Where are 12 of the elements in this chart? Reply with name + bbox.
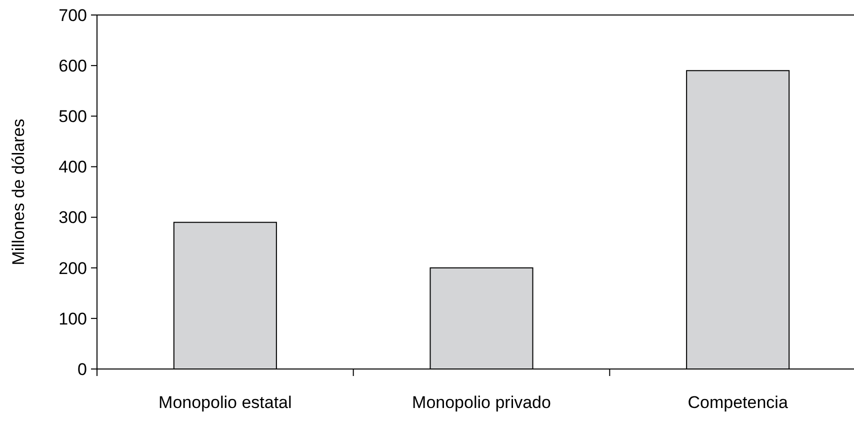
y-axis-title: Millones de dólares bbox=[9, 118, 28, 266]
y-tick-label: 500 bbox=[58, 107, 87, 126]
y-tick-label: 400 bbox=[58, 158, 87, 177]
y-tick-label: 100 bbox=[58, 309, 87, 328]
x-tick-label: Monopolio privado bbox=[412, 393, 551, 412]
x-tick-label: Monopolio estatal bbox=[158, 393, 292, 412]
y-tick-label: 0 bbox=[78, 360, 87, 379]
x-tick-label: Competencia bbox=[688, 393, 788, 412]
y-tick-label: 600 bbox=[58, 56, 87, 76]
y-tick-label: 300 bbox=[58, 208, 87, 228]
y-tick-label: 200 bbox=[58, 258, 87, 278]
y-tick-label: 700 bbox=[58, 6, 87, 25]
